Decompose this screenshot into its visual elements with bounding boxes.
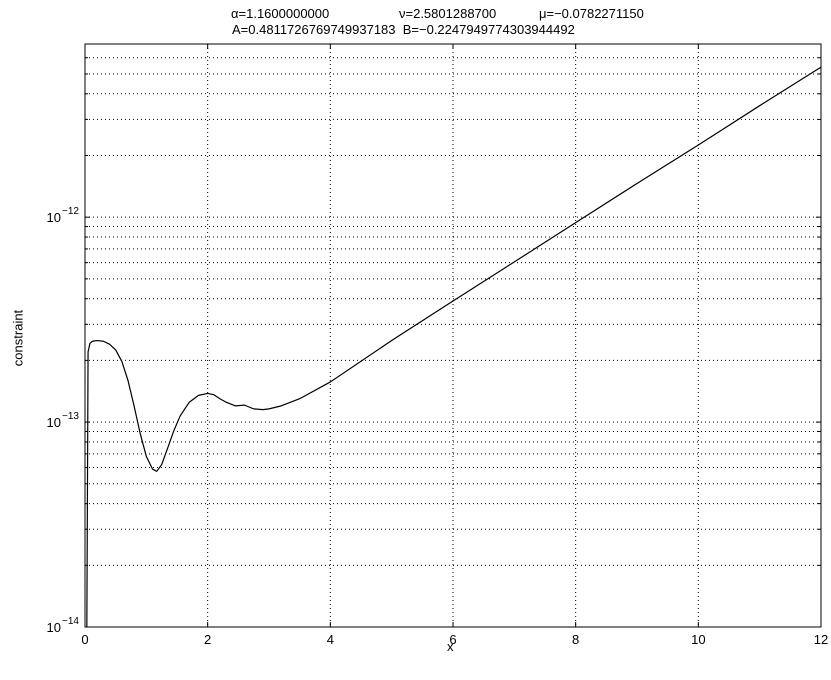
- y-tick-label-exponent: −12: [62, 206, 79, 217]
- axis-ticks: [84, 43, 822, 628]
- title-line2: A=0.4811726769749937183 B=−0.22479497743…: [232, 22, 575, 37]
- title-nu: ν=2.5801288700: [399, 6, 497, 21]
- series-group: [86, 66, 822, 628]
- grid-lines: [85, 44, 821, 627]
- x-axis-label: x: [447, 639, 454, 654]
- x-tick-label: 8: [572, 632, 579, 647]
- y-tick-label-exponent: −13: [62, 411, 79, 422]
- y-tick-label-exponent: −14: [62, 616, 79, 627]
- series-line: [86, 66, 822, 628]
- x-tick-label: 4: [327, 632, 334, 647]
- x-tick-label: 12: [814, 632, 828, 647]
- y-axis-label: constraint: [10, 309, 26, 367]
- title-mu: μ=−0.0782271150: [539, 6, 644, 21]
- y-tick-label: 10: [47, 415, 61, 430]
- x-tick-label: 2: [204, 632, 211, 647]
- y-tick-label: 10: [47, 620, 61, 635]
- title-alpha: α=1.1600000000: [231, 6, 330, 21]
- plot-frame: [84, 43, 822, 628]
- x-tick-label: 6: [449, 632, 456, 647]
- x-tick-label: 10: [691, 632, 705, 647]
- x-tick-label: 0: [81, 632, 88, 647]
- y-tick-label: 10: [47, 210, 61, 225]
